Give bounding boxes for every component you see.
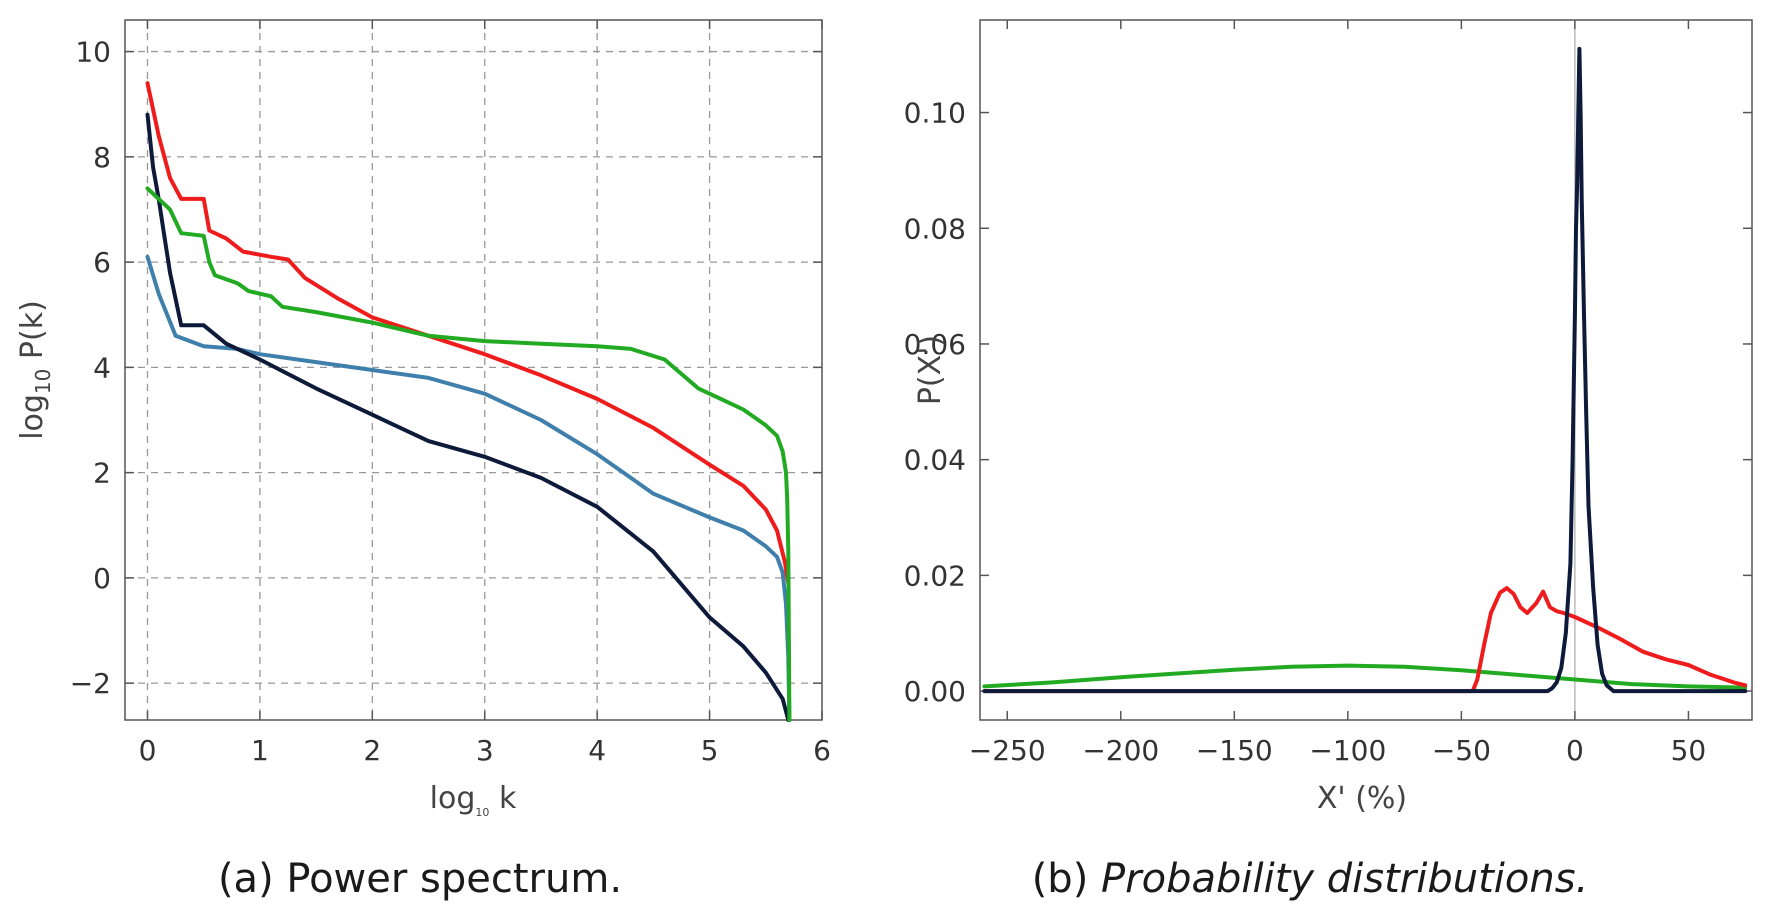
power-spectrum-panel: 0 1 2 3 4 5 6 −2 0 2 4 6 8 10 log10 k log10 P(k) (a) … [15, 19, 831, 902]
probability-caption: (b) Probability distributions. [1032, 856, 1589, 902]
y-tick-label-0: −2 [70, 667, 111, 700]
power-spectrum-series [145, 81, 792, 722]
x-tick-label-5: 0 [1566, 734, 1584, 767]
y-tick-label-1: 0 [93, 562, 111, 595]
x-tick-label-2: 2 [363, 734, 381, 767]
probability-series [982, 46, 1748, 694]
series-line-navy [982, 46, 1748, 694]
series-line-red [982, 586, 1748, 694]
x-tick-label-3: −100 [1309, 734, 1386, 767]
y-tick-label-2: 2 [93, 457, 111, 490]
y-tick-label-4: 0.08 [904, 212, 966, 245]
series-line-navy [145, 112, 791, 722]
series-line-green [145, 186, 792, 722]
y-tick-label-5: 0.10 [904, 97, 966, 130]
y-tick-label-6: 10 [75, 36, 111, 69]
x-tick-label-0: −250 [969, 734, 1046, 767]
series-line-blue [145, 254, 792, 722]
probability-ticks: −250 −200 −150 −100 −50 0 50 0.00 0.02 0.04 0.06 0.… [904, 20, 1752, 767]
y-tick-label-3: 0.06 [904, 328, 966, 361]
power-spectrum-y-axis-label: log10 P(k) [15, 300, 55, 440]
x-tick-label-1: −200 [1082, 734, 1159, 767]
y-tick-label-3: 4 [93, 351, 111, 384]
y-tick-label-2: 0.04 [904, 444, 966, 477]
x-tick-label-2: −150 [1196, 734, 1273, 767]
probability-x-axis-label: X' (%) [1317, 781, 1407, 816]
y-tick-label-4: 6 [93, 246, 111, 279]
x-tick-label-4: −50 [1432, 734, 1491, 767]
power-spectrum-caption: (a) Power spectrum. [218, 856, 622, 902]
x-tick-label-0: 0 [139, 734, 157, 767]
probability-plot-frame [979, 19, 1753, 721]
series-line-green [982, 663, 1748, 690]
x-tick-label-1: 1 [251, 734, 269, 767]
y-tick-label-1: 0.02 [904, 559, 966, 592]
x-tick-label-6: 50 [1671, 734, 1707, 767]
probability-distributions-panel: −250 −200 −150 −100 −50 0 50 0.00 0.02 0.04 0.06 0.… [904, 19, 1753, 902]
probability-y-axis-label: P(X') [913, 335, 948, 405]
power-spectrum-plot-frame [124, 19, 823, 721]
x-tick-label-6: 6 [813, 734, 831, 767]
x-tick-label-4: 4 [588, 734, 606, 767]
y-tick-label-5: 8 [93, 141, 111, 174]
x-tick-label-5: 5 [701, 734, 719, 767]
power-spectrum-ticks: 0 1 2 3 4 5 6 −2 0 2 4 6 8 10 [70, 20, 831, 767]
series-line-red [145, 81, 791, 586]
power-spectrum-x-axis-label: log10 k [430, 781, 517, 819]
x-tick-label-3: 3 [476, 734, 494, 767]
y-tick-label-0: 0.00 [904, 675, 966, 708]
